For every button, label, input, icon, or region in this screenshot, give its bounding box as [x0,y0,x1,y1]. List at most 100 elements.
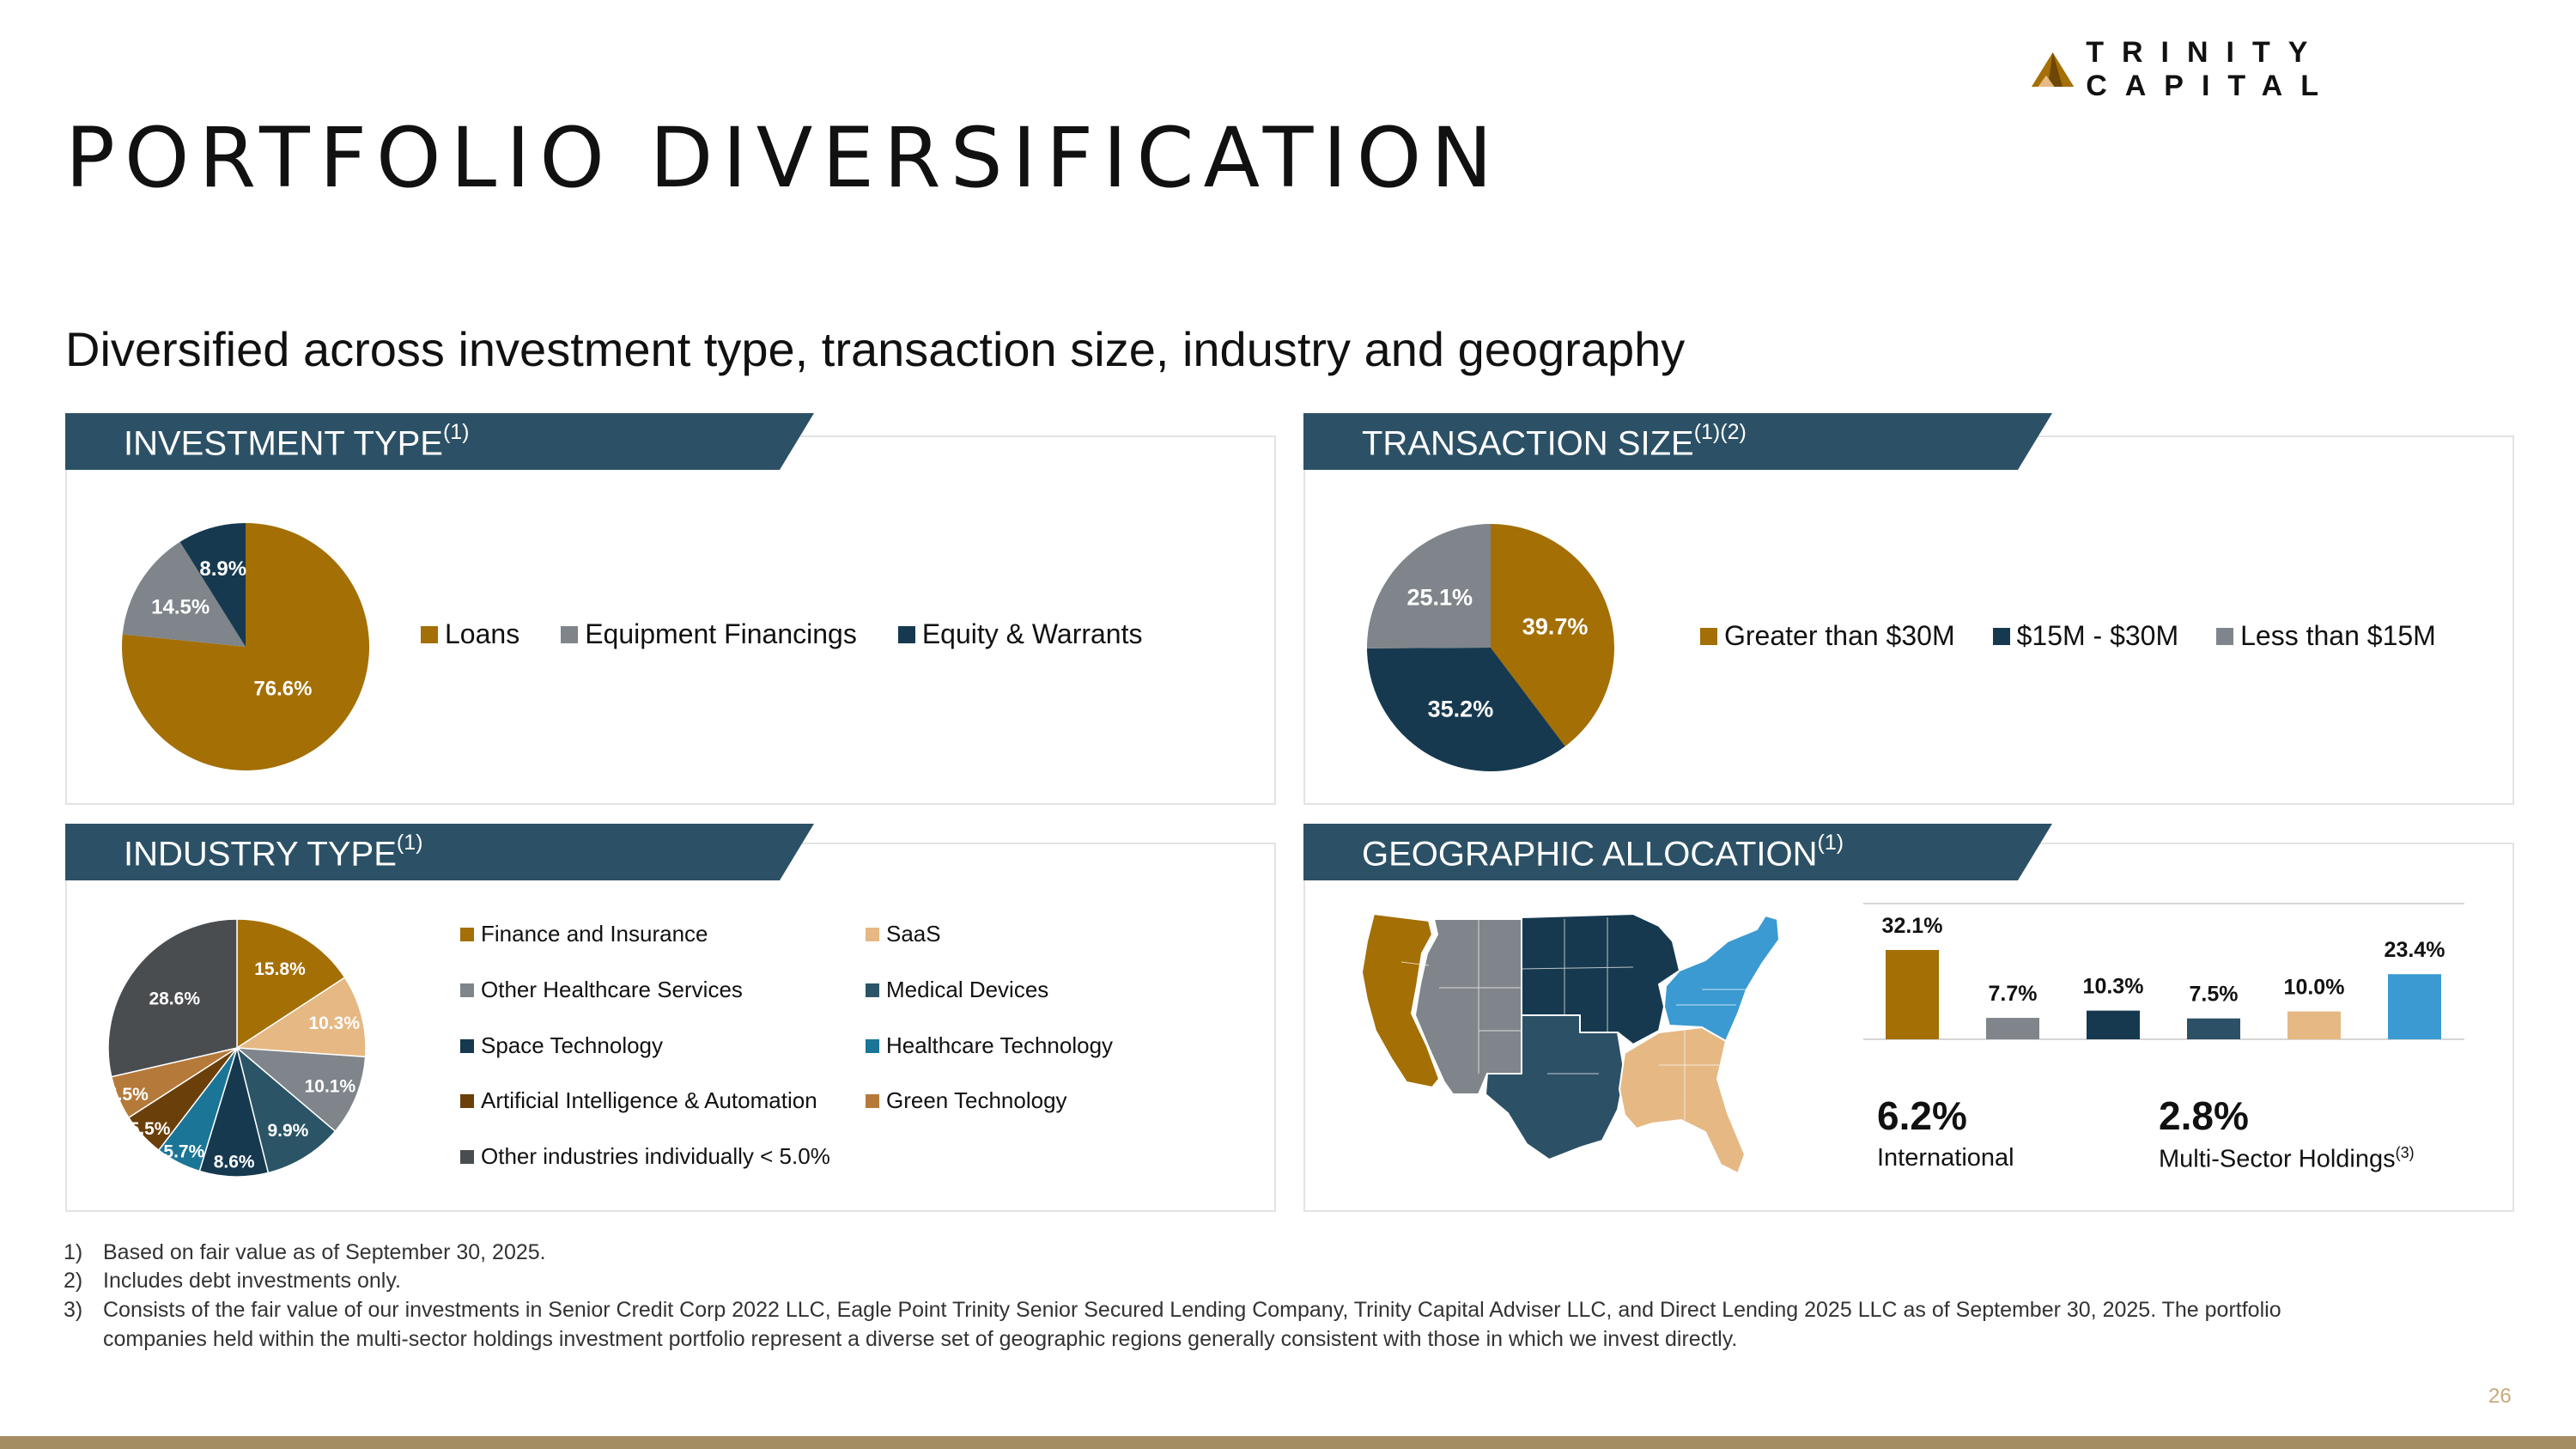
bar [2187,1018,2240,1039]
legend-item: Green Technology [866,1087,1067,1114]
legend-label: Less than $15M [2240,620,2436,651]
geographic-title: GEOGRAPHIC ALLOCATION [1362,835,1818,874]
investment-type-legend: Loans Equipment Financings Equity & Warr… [421,618,1183,650]
footer-bar [0,1436,2576,1449]
legend-swatch [460,1093,474,1108]
legend-label: Artificial Intelligence & Automation [481,1087,817,1113]
bar [2087,1010,2140,1039]
pie-data-label: 9.9% [267,1121,308,1141]
legend-swatch [460,1038,474,1053]
bar-data-label: 10.3% [2083,975,2144,999]
legend-label: $15M - $30M [2016,620,2179,651]
footnote-text: Includes debt investments only. [103,1269,401,1293]
legend-label: Equipment Financings [585,618,857,649]
pie-slice [122,541,246,647]
legend-label: Healthcare Technology [886,1032,1114,1058]
legend-item: Equipment Financings [561,618,857,650]
legend-swatch [460,927,474,941]
brand-name: TRINITY CAPITAL [2086,36,2337,102]
map-region-west [1361,913,1440,1088]
legend-label: Greater than $30M [1724,620,1955,651]
industry-type-title: INDUSTRY TYPE [124,835,397,874]
investment-type-pie-chart: 76.6% 14.5% 8.9% [122,523,370,770]
bar [1986,1018,2039,1039]
bar-data-label: 10.0% [2284,976,2345,1000]
legend-item: Equity & Warrants [897,618,1142,650]
bar-data-label: 7.7% [1989,982,2038,1006]
legend-swatch [460,1149,474,1164]
geographic-bar-chart: 32.1% 7.7% 10.3% 7.5% 10.0% 23.4% [1863,903,2464,1040]
legend-swatch [421,625,438,643]
legend-label: Space Technology [481,1032,664,1058]
pie-data-label: 14.5% [151,595,210,618]
pie-slice [234,977,367,1058]
bar-data-label: 23.4% [2385,938,2445,962]
page-subtitle: Diversified across investment type, tran… [65,322,1686,376]
multi-sector-label-wrap: Multi-Sector Holdings(3) [2159,1144,2415,1174]
legend-swatch [1700,627,1717,645]
pie-slice [236,918,346,1050]
pie-slice [1367,648,1565,771]
legend-label: Loans [445,618,520,649]
pie-data-label: 35.2% [1428,696,1494,721]
transaction-size-legend: Greater than $30M $15M - $30M Less than … [1700,620,2477,652]
pie-slice [1367,524,1491,648]
multi-sector-value: 2.8% [2159,1093,2249,1138]
trinity-logo-icon [2031,52,2075,87]
legend-label: Finance and Insurance [481,921,708,947]
pie-data-label: 39.7% [1522,613,1589,639]
bar-data-label: 7.5% [2190,983,2239,1007]
legend-item: Artificial Intelligence & Automation [460,1087,817,1114]
bar [1886,950,1939,1039]
footnote-number: 1) [64,1240,83,1264]
footnote-3: 3) Consists of the fair value of our inve… [64,1298,2281,1323]
industry-type-header: INDUSTRY TYPE(1) [65,824,814,880]
legend-item: Healthcare Technology [866,1032,1113,1059]
legend-swatch [2216,627,2234,645]
bar [2388,974,2441,1039]
industry-type-footnote-ref: (1) [396,831,423,855]
legend-label: Medical Devices [886,977,1049,1002]
geographic-header: GEOGRAPHIC ALLOCATION(1) [1303,824,2052,880]
transaction-size-footnote-ref: (1)(2) [1693,420,1747,444]
legend-label: Green Technology [886,1087,1067,1113]
pie-data-label: 28.6% [149,989,200,1008]
pie-data-label: 25.1% [1406,585,1473,611]
footnote-text: Based on fair value as of September 30, … [103,1240,546,1264]
investment-type-header: INVESTMENT TYPE(1) [65,413,814,470]
transaction-size-title: TRANSACTION SIZE [1362,424,1694,463]
legend-item: Loans [421,618,519,650]
legend-swatch [866,1093,879,1108]
pie-data-label: 5.5% [107,1085,149,1105]
geographic-footnote-ref: (1) [1817,831,1844,855]
multi-sector-footnote-ref: (3) [2395,1144,2415,1161]
page-number: 26 [2488,1385,2512,1408]
map-region-southeast [1619,1026,1746,1174]
legend-item: $15M - $30M [1992,620,2179,652]
legend-item: Finance and Insurance [460,921,708,947]
legend-swatch [866,1038,879,1053]
pie-data-label: 10.3% [308,1014,360,1033]
industry-type-pie-chart: 15.8% 10.3% 10.1% 9.9% 8.6% 5.7% 5.5% 5.5% 28.6% [107,918,367,1178]
brand-logo: TRINITY CAPITAL [2030,36,2576,102]
legend-item: Less than $15M [2216,620,2436,652]
investment-type-footnote-ref: (1) [442,420,470,444]
legend-label: Other industries individually < 5.0% [481,1143,830,1169]
pie-slice [179,523,246,647]
pie-data-label: 10.1% [305,1076,356,1096]
footnote-text: companies held within the multi-sector h… [103,1327,1738,1351]
legend-item: SaaS [866,921,941,947]
legend-swatch [866,927,879,941]
legend-swatch [1992,627,2010,645]
legend-item: Greater than $30M [1700,620,1955,652]
legend-item: Medical Devices [866,977,1048,1003]
page-title: PORTFOLIO DIVERSIFICATION [65,110,1503,206]
legend-swatch [897,625,915,643]
pie-data-label: 76.6% [253,677,312,700]
pie-data-label: 8.9% [199,557,246,581]
footnote-1: 1) Based on fair value as of September 30… [64,1240,546,1265]
international-label: International [1877,1144,2014,1172]
legend-swatch [866,983,879,997]
footnote-text: Consists of the fair value of our invest… [103,1298,2281,1322]
transaction-size-pie-chart: 39.7% 35.2% 25.1% [1367,524,1614,771]
